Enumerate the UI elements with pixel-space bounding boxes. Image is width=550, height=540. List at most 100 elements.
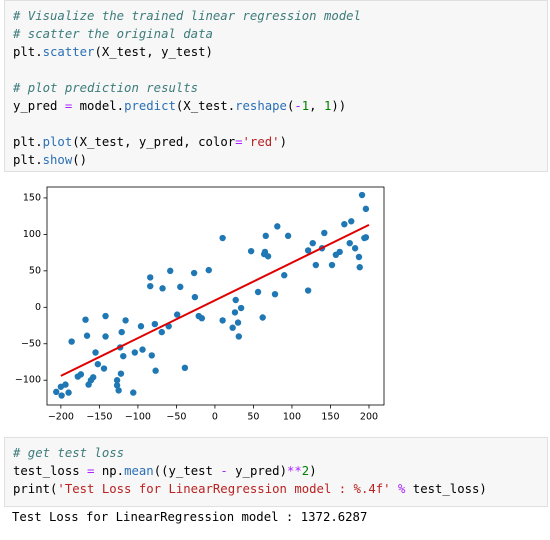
scatter-point xyxy=(68,338,75,345)
scatter-point xyxy=(158,328,165,336)
scatter-point xyxy=(284,232,292,240)
scatter-point xyxy=(159,285,166,292)
scatter-point xyxy=(219,317,226,324)
scatter-point xyxy=(191,293,199,301)
code-line: y_pred = model.predict(X_test.reshape(-1… xyxy=(13,99,347,113)
code-line: plt.show() xyxy=(13,153,88,167)
scatter-point xyxy=(328,261,336,269)
scatter-point xyxy=(131,349,139,356)
y-tick-label: 150 xyxy=(23,192,41,203)
x-tick-label: −50 xyxy=(166,412,186,423)
scatter-point xyxy=(122,317,129,324)
scatter-point xyxy=(117,370,125,377)
scatter-point xyxy=(247,247,255,255)
x-tick-label: 150 xyxy=(321,412,339,423)
scatter-point xyxy=(139,346,146,353)
scatter-point xyxy=(102,333,109,340)
scatter-point xyxy=(281,272,288,279)
scatter-point xyxy=(355,253,363,261)
code-block: # Visualize the trained linear regressio… xyxy=(13,7,539,61)
scatter-point xyxy=(341,220,348,228)
code-line: plt.scatter(X_test, y_test) xyxy=(13,45,213,59)
y-tick-label: 0 xyxy=(35,302,41,313)
scatter-point xyxy=(53,388,60,396)
scatter-point xyxy=(147,274,154,281)
code-block: plt.plot(X_test, y_pred, color='red') plt… xyxy=(13,133,539,169)
code-block: # plot prediction results y_pred = model.… xyxy=(13,79,539,115)
scatter-point xyxy=(147,282,154,290)
scatter-point xyxy=(113,377,121,384)
scatter-point xyxy=(231,309,239,316)
scatter-point xyxy=(83,332,91,339)
scatter-point xyxy=(229,324,236,331)
scatter-point xyxy=(65,389,72,396)
x-tick-label: 0 xyxy=(212,412,218,423)
plot-area xyxy=(46,186,385,406)
scatter-point xyxy=(235,333,243,340)
scatter-point xyxy=(361,234,368,242)
scatter-point xyxy=(274,223,281,230)
scatter-point xyxy=(102,312,109,320)
scatter-point xyxy=(173,311,181,318)
cell-output: Test Loss for LinearRegression model : 1… xyxy=(12,510,368,524)
scatter-point xyxy=(137,323,145,330)
scatter-point xyxy=(130,389,137,396)
scatter-point xyxy=(177,283,184,291)
scatter-point xyxy=(356,264,363,271)
scatter-point xyxy=(232,296,239,304)
scatter-point xyxy=(190,269,198,277)
y-tick-label: 50 xyxy=(29,265,41,276)
code-line: test_loss = np.mean((y_test - y_pred)**2… xyxy=(13,464,317,478)
scatter-point xyxy=(312,261,320,269)
code-line: # get test loss xyxy=(13,446,125,460)
x-tick-label: −100 xyxy=(125,412,151,423)
code-line: print('Test Loss for LinearRegression mo… xyxy=(13,482,487,496)
chart: −200 −150 −100 −50 0 50 100 150 200 −100 −50 0 50 100… xyxy=(15,186,385,423)
scatter-point xyxy=(205,266,212,274)
x-tick-label: 100 xyxy=(283,412,301,423)
scatter-point xyxy=(82,316,89,323)
scatter-point xyxy=(74,373,82,380)
code-cell[interactable]: # get test loss test_loss = np.mean((y_te… xyxy=(4,437,548,507)
scatter-point xyxy=(148,352,155,359)
scatter-point xyxy=(348,218,355,225)
code-line: plt.plot(X_test, y_pred, color='red') xyxy=(13,135,287,149)
code-block: # get test loss test_loss = np.mean((y_te… xyxy=(13,444,539,498)
scatter-point xyxy=(358,191,366,199)
code-cell[interactable]: # Visualize the trained linear regressio… xyxy=(4,0,548,172)
scatter-point xyxy=(346,239,353,247)
scatter-point xyxy=(321,229,328,237)
scatter-point xyxy=(351,245,359,252)
scatter-point xyxy=(120,352,127,360)
scatter-point xyxy=(234,319,242,326)
scatter-point xyxy=(94,360,102,368)
scatter-point xyxy=(332,251,340,259)
y-tick-label: −100 xyxy=(15,375,41,386)
scatter-point xyxy=(262,232,269,240)
y-tick-label: −50 xyxy=(21,338,41,349)
scatter-point xyxy=(259,314,266,321)
code-line: # scatter the original data xyxy=(13,27,213,41)
scatter-point xyxy=(118,328,125,336)
scatter-point xyxy=(271,290,279,298)
regression-line xyxy=(60,224,370,377)
scatter-point xyxy=(87,377,95,384)
scatter-point xyxy=(237,304,245,312)
scatter-point xyxy=(309,239,316,247)
scatter-point xyxy=(62,381,69,388)
scatter-point xyxy=(304,247,312,254)
x-tick-label: −200 xyxy=(48,412,74,423)
scatter-point xyxy=(151,320,159,328)
scatter-point xyxy=(113,382,121,389)
scatter-point xyxy=(181,364,189,372)
scatter-point xyxy=(254,288,262,296)
scatter-point xyxy=(115,387,122,394)
scatter-point xyxy=(261,248,269,256)
scatter-point xyxy=(219,234,226,242)
scatter-point xyxy=(100,365,108,372)
scatter-point xyxy=(198,315,206,322)
y-tick-label: 100 xyxy=(23,229,41,240)
code-line: # Visualize the trained linear regressio… xyxy=(13,9,361,23)
x-tick-label: −150 xyxy=(86,412,112,423)
